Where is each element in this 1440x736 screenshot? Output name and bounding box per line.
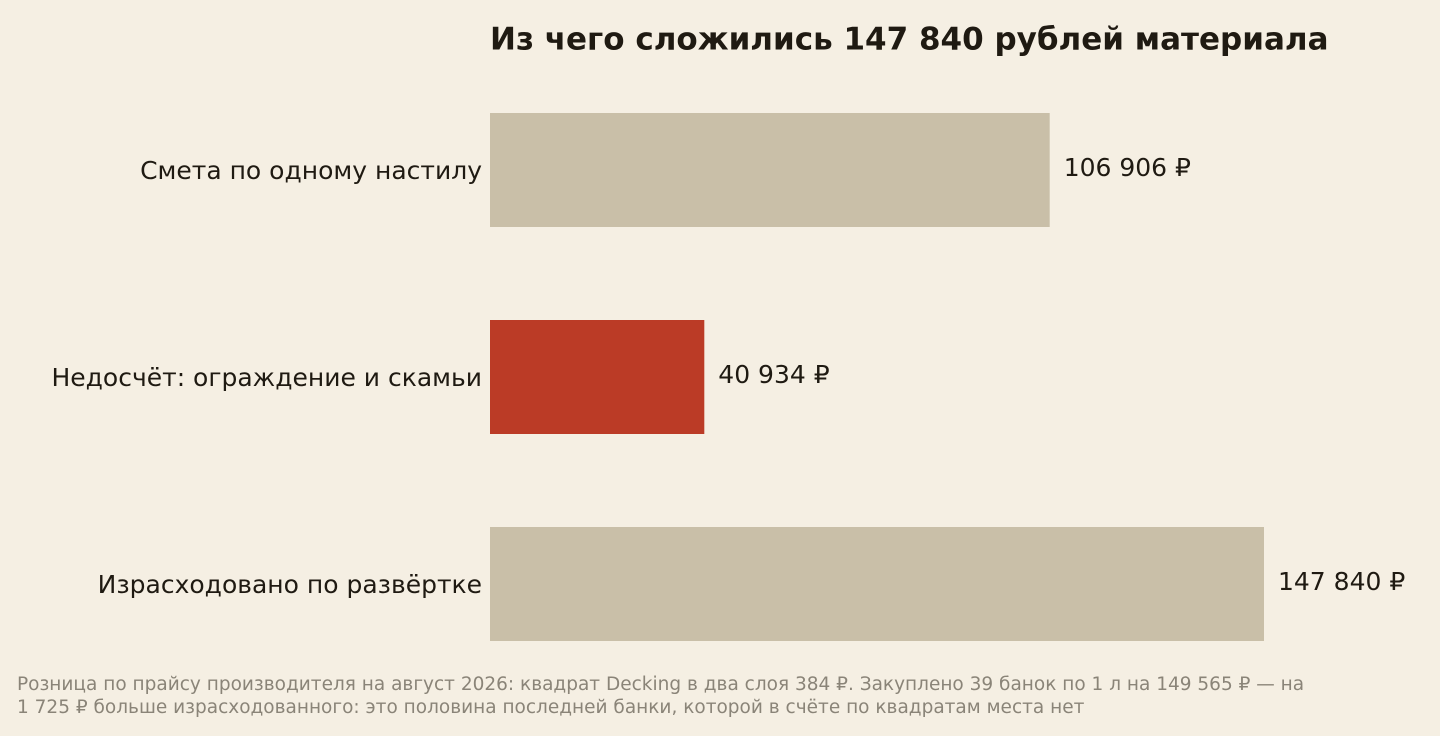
category-label: Недосчёт: ограждение и скамьи — [51, 363, 482, 392]
bar — [490, 113, 1050, 227]
bar — [490, 320, 705, 434]
footnote: 1 725 ₽ больше израсходованного: это пол… — [17, 697, 1085, 718]
chart-title: Из чего сложились 147 840 рублей материа… — [490, 22, 1328, 58]
category-label: Израсходовано по развёртке — [98, 570, 482, 599]
value-label: 106 906 ₽ — [1064, 153, 1191, 182]
bar — [490, 527, 1264, 641]
footnote: Розница по прайсу производителя на авгус… — [17, 674, 1304, 695]
value-label: 40 934 ₽ — [718, 360, 829, 389]
value-label: 147 840 ₽ — [1278, 567, 1405, 596]
category-label: Смета по одному настилу — [140, 156, 482, 185]
